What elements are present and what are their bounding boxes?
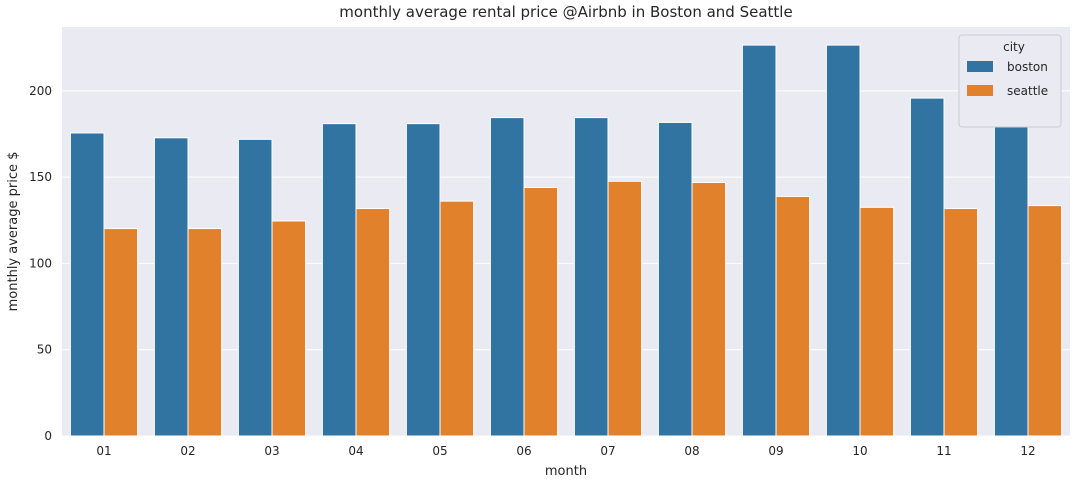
y-axis-label: monthly average price $ xyxy=(6,152,21,312)
legend-label-seattle: seattle xyxy=(1007,84,1048,98)
x-axis-label: month xyxy=(545,464,587,479)
y-tick-label: 150 xyxy=(29,170,52,184)
x-tick-label: 11 xyxy=(936,444,951,458)
bar-seattle-07 xyxy=(607,180,643,437)
bar-boston-06 xyxy=(489,117,525,437)
y-tick-label: 50 xyxy=(37,343,52,357)
legend-items: boston seattle xyxy=(967,60,1048,98)
x-tick-label: 01 xyxy=(96,444,111,458)
bar-boston-07 xyxy=(573,117,609,437)
bar-boston-04 xyxy=(321,123,357,437)
legend-label-boston: boston xyxy=(1007,60,1048,74)
y-tick-label: 0 xyxy=(44,429,52,443)
bar-seattle-10 xyxy=(859,206,895,437)
x-tick-label: 04 xyxy=(348,444,363,458)
bar-seattle-08 xyxy=(691,181,727,437)
legend-box xyxy=(958,34,1062,128)
bar-seattle-01 xyxy=(103,228,139,437)
bar-seattle-06 xyxy=(523,186,559,437)
x-axis-ticks: 01 02 03 04 05 06 07 08 09 10 11 12 xyxy=(96,444,1035,458)
bar-boston-02 xyxy=(153,137,189,437)
bar-boston-08 xyxy=(657,121,693,437)
bar-boston-09 xyxy=(741,44,777,437)
y-tick-label: 200 xyxy=(29,84,52,98)
chart-title: monthly average rental price @Airbnb in … xyxy=(339,3,792,21)
bar-seattle-05 xyxy=(439,200,475,437)
x-tick-label: 08 xyxy=(684,444,699,458)
bar-boston-12 xyxy=(993,117,1029,437)
x-tick-label: 05 xyxy=(432,444,447,458)
x-tick-label: 09 xyxy=(768,444,783,458)
bar-seattle-03 xyxy=(271,220,307,437)
plot-area xyxy=(62,27,1070,436)
x-tick-label: 12 xyxy=(1020,444,1035,458)
legend-swatch-seattle xyxy=(967,85,993,96)
bar-boston-03 xyxy=(237,138,273,437)
bar-seattle-04 xyxy=(355,208,391,437)
x-tick-label: 07 xyxy=(600,444,615,458)
bar-boston-11 xyxy=(909,97,945,437)
gridlines xyxy=(62,90,1070,437)
y-axis-ticks: 0 50 100 150 200 xyxy=(29,84,52,443)
bar-seattle-02 xyxy=(187,228,223,437)
y-tick-label: 100 xyxy=(29,256,52,270)
x-tick-label: 03 xyxy=(264,444,279,458)
bar-boston-01 xyxy=(69,132,105,437)
bar-seattle-09 xyxy=(775,195,811,437)
legend: city boston seattle xyxy=(958,34,1062,128)
legend-swatch-boston xyxy=(967,61,993,72)
x-tick-label: 02 xyxy=(180,444,195,458)
bar-boston-10 xyxy=(825,44,861,437)
bars xyxy=(69,44,1063,437)
x-tick-label: 06 xyxy=(516,444,531,458)
bar-seattle-12 xyxy=(1027,205,1063,437)
legend-title: city xyxy=(1003,40,1025,54)
bar-boston-05 xyxy=(405,123,441,437)
x-tick-label: 10 xyxy=(852,444,867,458)
bar-seattle-11 xyxy=(943,208,979,437)
